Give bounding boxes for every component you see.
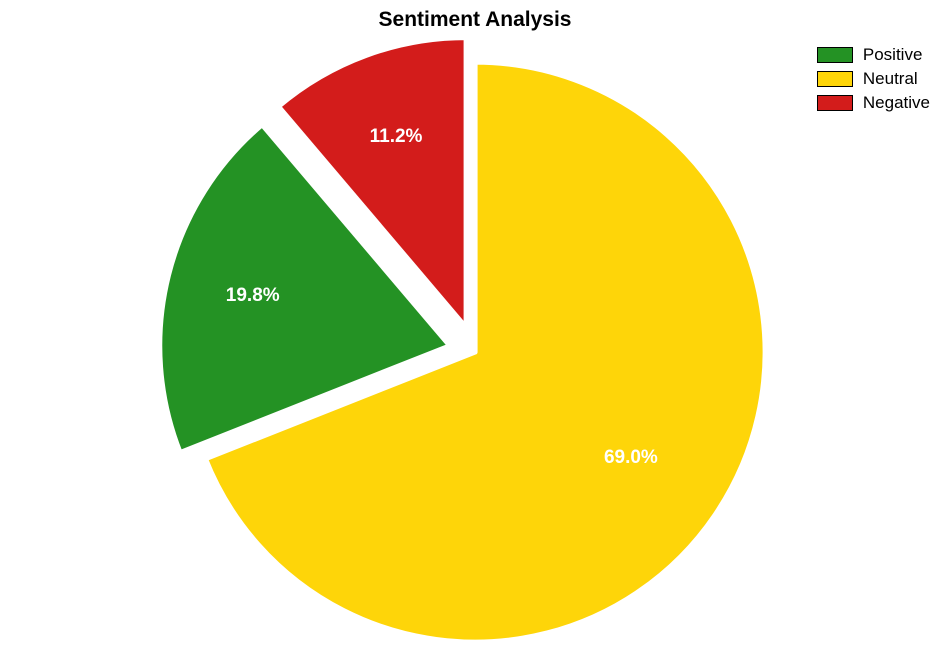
pie-chart — [150, 27, 800, 662]
legend: Positive Neutral Negative — [817, 45, 930, 117]
legend-label-positive: Positive — [863, 45, 923, 65]
legend-item-negative: Negative — [817, 93, 930, 113]
legend-item-positive: Positive — [817, 45, 930, 65]
legend-swatch-negative — [817, 95, 853, 111]
legend-label-neutral: Neutral — [863, 69, 918, 89]
chart-container: Sentiment Analysis PositiveNeutralNegati… — [0, 0, 950, 662]
legend-swatch-positive — [817, 47, 853, 63]
legend-swatch-neutral — [817, 71, 853, 87]
legend-item-neutral: Neutral — [817, 69, 930, 89]
legend-label-negative: Negative — [863, 93, 930, 113]
